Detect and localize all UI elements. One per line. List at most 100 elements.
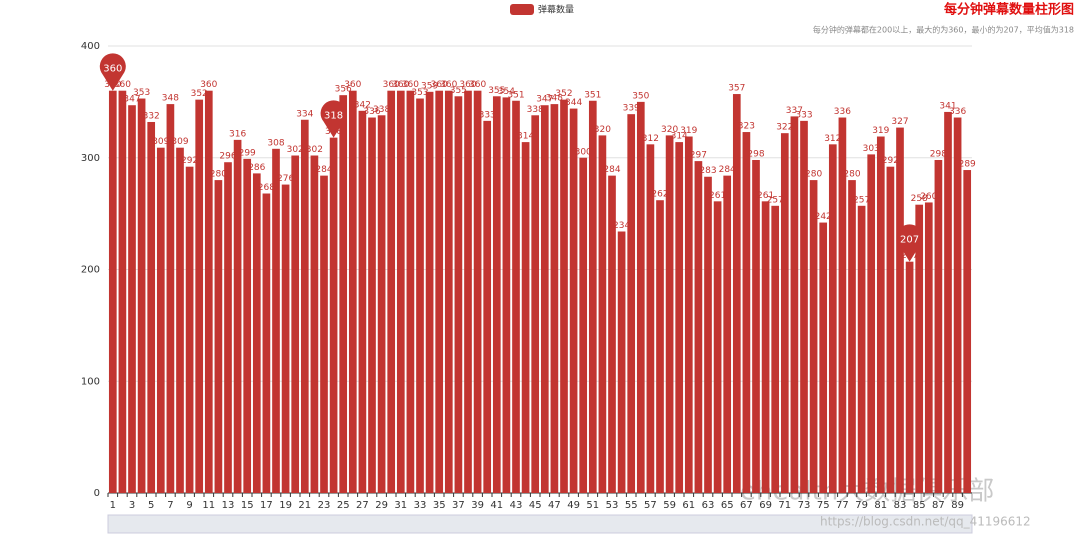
value-label: 353 bbox=[411, 88, 428, 98]
value-label: 360 bbox=[383, 80, 400, 90]
bar bbox=[483, 120, 492, 493]
value-label: 234 bbox=[613, 221, 630, 231]
legend-swatch bbox=[510, 4, 534, 15]
mark-pin-label: 318 bbox=[324, 111, 343, 122]
x-tick-label: 53 bbox=[606, 500, 619, 511]
x-tick-label: 11 bbox=[202, 500, 215, 511]
y-tick-label: 200 bbox=[81, 265, 100, 276]
value-label: 284 bbox=[603, 165, 620, 175]
value-label: 356 bbox=[335, 85, 352, 95]
bar bbox=[406, 90, 415, 493]
bar bbox=[512, 100, 520, 493]
bar bbox=[704, 176, 712, 493]
value-label: 284 bbox=[315, 165, 332, 175]
bar bbox=[886, 166, 895, 493]
value-label: 242 bbox=[815, 212, 832, 222]
x-tick-label: 77 bbox=[836, 500, 849, 511]
value-label: 344 bbox=[565, 98, 582, 108]
value-label: 261 bbox=[709, 191, 726, 201]
bar bbox=[588, 100, 597, 493]
bar bbox=[281, 184, 290, 493]
bar bbox=[944, 111, 952, 494]
value-label: 350 bbox=[632, 91, 649, 101]
value-label: 332 bbox=[143, 111, 160, 121]
bar bbox=[761, 201, 770, 493]
x-tick-label: 35 bbox=[433, 500, 446, 511]
value-label: 348 bbox=[162, 94, 179, 104]
value-label: 342 bbox=[354, 100, 371, 110]
value-label: 347 bbox=[536, 95, 553, 105]
value-label: 276 bbox=[277, 174, 294, 184]
x-tick-label: 89 bbox=[951, 500, 964, 511]
bar bbox=[665, 135, 674, 493]
mark-pin bbox=[896, 224, 923, 262]
value-label: 300 bbox=[575, 147, 592, 157]
value-label: 261 bbox=[757, 191, 774, 201]
value-label: 355 bbox=[488, 86, 505, 96]
value-label: 286 bbox=[248, 163, 265, 173]
mark-pin bbox=[99, 53, 126, 91]
value-label: 283 bbox=[699, 166, 716, 176]
value-label: 336 bbox=[834, 107, 851, 117]
bar bbox=[377, 115, 386, 493]
value-label: 337 bbox=[786, 106, 803, 116]
bar bbox=[896, 127, 904, 493]
bar bbox=[156, 147, 165, 493]
value-label: 360 bbox=[431, 80, 448, 90]
x-tick-label: 15 bbox=[241, 500, 254, 511]
bar bbox=[905, 261, 914, 493]
bar bbox=[310, 155, 319, 493]
value-label: 257 bbox=[767, 195, 784, 205]
value-label: 280 bbox=[210, 170, 227, 180]
value-label: 360 bbox=[200, 80, 217, 90]
x-tick-label: 23 bbox=[318, 500, 331, 511]
bar bbox=[608, 175, 616, 493]
bar bbox=[800, 120, 808, 493]
value-label: 333 bbox=[479, 110, 496, 120]
value-label: 351 bbox=[584, 90, 601, 100]
bar bbox=[598, 135, 607, 493]
value-label: 297 bbox=[690, 151, 707, 161]
bar bbox=[915, 204, 924, 493]
bar bbox=[492, 96, 501, 493]
x-tick-label: 79 bbox=[855, 500, 868, 511]
bar bbox=[694, 161, 703, 494]
bar bbox=[128, 105, 136, 493]
value-label: 348 bbox=[546, 94, 563, 104]
data-zoom[interactable] bbox=[107, 514, 973, 534]
bar bbox=[137, 98, 146, 494]
bar bbox=[742, 132, 751, 494]
bar bbox=[118, 90, 127, 493]
value-label: 360 bbox=[469, 80, 486, 90]
value-label: 309 bbox=[171, 137, 188, 147]
value-label: 302 bbox=[287, 145, 304, 155]
bar bbox=[300, 119, 309, 493]
value-label: 314 bbox=[517, 132, 534, 142]
x-tick-label: 37 bbox=[452, 500, 465, 511]
x-tick-label: 45 bbox=[529, 500, 542, 511]
value-label: 319 bbox=[680, 126, 697, 136]
chart-title: 每分钟弹幕数量柱形图 bbox=[944, 2, 1074, 18]
bar bbox=[339, 95, 348, 494]
bar bbox=[848, 180, 856, 493]
bar bbox=[857, 205, 866, 494]
x-tick-label: 71 bbox=[778, 500, 791, 511]
value-label: 268 bbox=[258, 183, 275, 193]
value-label: 309 bbox=[152, 137, 169, 147]
x-tick-label: 73 bbox=[798, 500, 811, 511]
x-tick-label: 69 bbox=[759, 500, 772, 511]
value-label: 359 bbox=[421, 81, 438, 91]
value-label: 360 bbox=[344, 80, 361, 90]
value-label: 312 bbox=[642, 134, 659, 144]
bar bbox=[329, 137, 338, 493]
bar bbox=[953, 117, 962, 494]
bar bbox=[550, 104, 559, 494]
bar bbox=[502, 97, 511, 493]
bar bbox=[214, 180, 223, 493]
bar bbox=[291, 155, 300, 493]
x-tick-label: 67 bbox=[740, 500, 753, 511]
x-tick-label: 81 bbox=[874, 500, 887, 511]
bar bbox=[272, 148, 280, 493]
x-tick-label: 47 bbox=[548, 500, 561, 511]
bar bbox=[636, 101, 645, 493]
